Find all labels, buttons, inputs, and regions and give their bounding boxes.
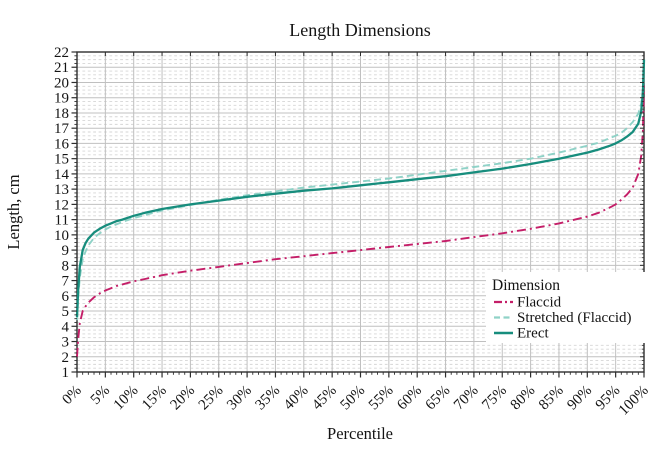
y-tick-label: 21 xyxy=(54,60,69,76)
y-tick-label: 12 xyxy=(54,197,69,213)
y-tick-label: 20 xyxy=(54,75,69,91)
y-tick-label: 22 xyxy=(54,45,69,61)
y-tick-label: 7 xyxy=(62,274,70,290)
legend-label-erect: Erect xyxy=(517,326,549,342)
y-tick-label: 8 xyxy=(62,258,70,274)
y-tick-label: 14 xyxy=(54,167,70,183)
x-tick-label: 100% xyxy=(616,383,652,419)
legend-background xyxy=(486,272,648,343)
axis-ticks xyxy=(71,51,645,378)
legend: Dimension Flaccid Stretched (Flaccid) Er… xyxy=(486,272,648,343)
x-tick-label: 0% xyxy=(59,383,84,408)
y-tick-label: 11 xyxy=(55,213,69,229)
x-tick-label: 30% xyxy=(224,383,255,414)
x-tick-label: 45% xyxy=(309,383,340,414)
y-tick-label: 16 xyxy=(54,136,70,152)
x-tick-label: 50% xyxy=(338,383,369,414)
x-tick-label: 75% xyxy=(479,383,510,414)
x-tick-label: 55% xyxy=(366,383,397,414)
x-tick-label: 5% xyxy=(88,383,113,408)
x-tick-label: 60% xyxy=(394,383,425,414)
x-axis-title: Percentile xyxy=(327,424,393,443)
major-gridlines xyxy=(77,52,644,372)
series-line-stretched-flaccid xyxy=(76,61,645,321)
y-tick-label: 17 xyxy=(54,121,70,137)
y-tick-label: 2 xyxy=(62,350,70,366)
x-tick-label: 70% xyxy=(451,383,482,414)
y-axis-title: Length, cm xyxy=(4,174,23,249)
y-tick-label: 10 xyxy=(54,228,69,244)
x-tick-label: 10% xyxy=(111,383,142,414)
chart-title: Length Dimensions xyxy=(289,20,431,40)
y-tick-label: 4 xyxy=(62,319,70,335)
x-tick-label: 25% xyxy=(196,383,227,414)
y-tick-label: 9 xyxy=(62,243,70,259)
y-tick-label: 13 xyxy=(54,182,69,198)
y-tick-label: 15 xyxy=(54,152,69,168)
data-series-lines xyxy=(75,59,646,357)
y-tick-label: 19 xyxy=(54,91,69,107)
x-tick-label: 15% xyxy=(139,383,170,414)
series-line-erect xyxy=(75,59,646,318)
x-tick-labels: 0% 5%10%15%20%25%30%35%40%45%50%55%60%65%… xyxy=(59,383,651,419)
legend-label-flaccid: Flaccid xyxy=(517,295,562,311)
x-tick-label: 65% xyxy=(423,383,454,414)
y-tick-label: 1 xyxy=(62,365,70,381)
legend-title: Dimension xyxy=(492,277,560,294)
x-tick-label: 35% xyxy=(253,383,284,414)
y-tick-label: 5 xyxy=(62,304,70,320)
y-tick-label: 3 xyxy=(62,335,70,351)
x-tick-label: 90% xyxy=(564,383,595,414)
legend-label-stretched: Stretched (Flaccid) xyxy=(517,310,632,326)
series-line-flaccid xyxy=(76,85,645,357)
x-tick-label: 85% xyxy=(536,383,567,414)
y-tick-label: 18 xyxy=(54,106,69,122)
x-tick-label: 20% xyxy=(167,383,198,414)
y-tick-label: 6 xyxy=(62,289,70,305)
x-tick-label: 80% xyxy=(508,383,539,414)
x-tick-label: 40% xyxy=(281,383,312,414)
